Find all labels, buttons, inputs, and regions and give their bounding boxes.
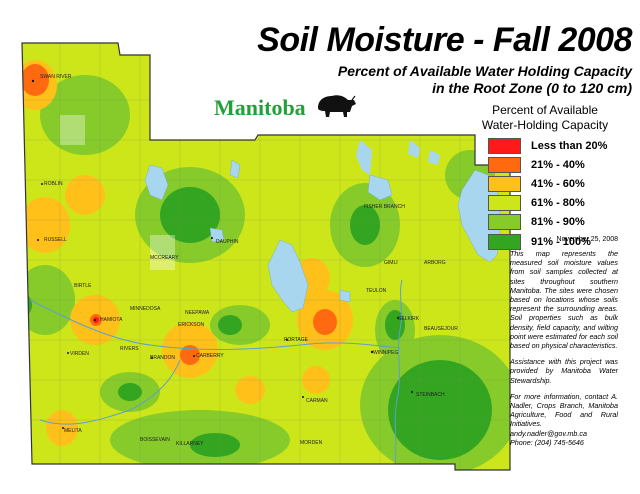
legend-swatch xyxy=(488,137,521,154)
lake-waterhen xyxy=(229,159,241,179)
legend-label: 41% - 60% xyxy=(531,177,585,190)
zone-81-90 xyxy=(40,75,130,155)
place-label: ROBLIN xyxy=(44,181,63,187)
zone-91-100 xyxy=(118,383,142,401)
legend-item: 91% - 100% xyxy=(488,232,628,251)
legend: Less than 20% 21% - 40% 41% - 60% 61% - … xyxy=(488,136,628,251)
notes-assistance: Assistance with this project was provide… xyxy=(510,357,618,385)
place-label: MELITA xyxy=(64,428,82,434)
place-label: VIRDEN xyxy=(70,351,89,357)
place-label: ERICKSON xyxy=(178,322,205,328)
map-notes: This map represents the measured soil mo… xyxy=(510,249,618,447)
place-label: DAUPHIN xyxy=(216,239,239,245)
crown-land-areas xyxy=(60,115,175,270)
zone-41-60 xyxy=(22,197,70,253)
legend-item: 81% - 90% xyxy=(488,213,628,232)
lake-winnipegosis xyxy=(144,164,169,201)
notes-email[interactable]: andy.nadler@gov.mb.ca xyxy=(510,428,587,438)
place-label: SWAN RIVER xyxy=(40,74,72,80)
place-label: MORDEN xyxy=(300,440,323,446)
place-label: ARBORG xyxy=(424,260,446,266)
zone-91-100 xyxy=(190,433,240,457)
subtitle-line-1: Percent of Available Water Holding Capac… xyxy=(337,63,632,79)
place-label: SELKIRK xyxy=(398,316,420,322)
red-river xyxy=(394,279,403,466)
notes-description: This map represents the measured soil mo… xyxy=(510,249,618,351)
legend-title-line-1: Percent of Available xyxy=(492,103,598,117)
legend-swatch xyxy=(488,175,521,192)
notes-contact: For more information, contact A. Nadler,… xyxy=(510,391,618,429)
rivers xyxy=(29,279,403,466)
place-label: KILLARNEY xyxy=(176,441,204,447)
legend-swatch xyxy=(488,195,521,212)
legend-item: 41% - 60% xyxy=(488,174,628,193)
zone-41-60 xyxy=(235,376,265,404)
place-label: GIMLI xyxy=(384,260,398,266)
legend-title: Percent of Available Water-Holding Capac… xyxy=(470,103,620,133)
legend-label: 21% - 40% xyxy=(531,158,585,171)
place-label: WINNIPEG xyxy=(373,350,399,356)
legend-item: 21% - 40% xyxy=(488,155,628,174)
legend-item: 61% - 80% xyxy=(488,194,628,213)
place-label: STEINBACH xyxy=(416,392,445,398)
place-label: HAMIOTA xyxy=(100,317,123,323)
legend-label: 91% - 100% xyxy=(531,235,591,248)
legend-swatch xyxy=(488,156,521,173)
map-title: Soil Moisture - Fall 2008 xyxy=(257,21,632,59)
legend-label: 61% - 80% xyxy=(531,197,585,210)
zone-91-100 xyxy=(385,310,405,340)
legend-item: Less than 20% xyxy=(488,136,628,155)
place-label: RUSSELL xyxy=(44,237,67,243)
zone-21-40 xyxy=(22,64,49,96)
place-label: MCCREARY xyxy=(150,255,179,261)
zone-21-40 xyxy=(180,345,200,365)
souris-river xyxy=(39,359,181,425)
zone-91-100 xyxy=(160,187,220,243)
zone-91-100 xyxy=(350,205,380,245)
bison-icon xyxy=(318,95,356,117)
province-outline xyxy=(21,42,511,471)
place-label: CARBERRY xyxy=(196,353,224,359)
place-label: BOISSEVAIN xyxy=(140,437,170,443)
zone-41-60 xyxy=(65,175,105,215)
place-label: RIVERS xyxy=(120,346,139,352)
place-label: BEAUSEJOUR xyxy=(424,326,458,332)
municipal-boundaries xyxy=(22,43,510,470)
place-label: BIRTLE xyxy=(74,283,92,289)
place-label: CARMAN xyxy=(306,398,328,404)
zone-91-100 xyxy=(218,315,242,335)
map-date: November 25, 2008 xyxy=(556,236,618,243)
zone-91-100 xyxy=(388,360,492,460)
place-label: BRANDON xyxy=(150,355,176,361)
assiniboine-river xyxy=(29,299,401,351)
place-label: TEULON xyxy=(366,288,387,294)
shoal-lake xyxy=(339,289,351,303)
place-label: FISHER BRANCH xyxy=(364,204,405,210)
legend-swatch xyxy=(488,214,521,231)
zone-21-40 xyxy=(313,309,337,335)
lake-manitoba xyxy=(267,239,309,313)
legend-swatch xyxy=(488,233,521,250)
subtitle-line-2: in the Root Zone (0 to 120 cm) xyxy=(432,80,632,96)
legend-label: 81% - 90% xyxy=(531,216,585,229)
manitoba-logo-text: Manitoba xyxy=(214,95,306,120)
legend-title-line-2: Water-Holding Capacity xyxy=(481,118,609,132)
place-label: PORTAGE xyxy=(284,337,308,343)
place-label: MINNEDOSA xyxy=(130,306,161,312)
town-markers xyxy=(31,79,413,429)
place-label: NEEPAWA xyxy=(185,310,210,316)
map-subtitle: Percent of Available Water Holding Capac… xyxy=(250,63,632,97)
lake-st-martin xyxy=(367,174,393,201)
northern-lakes xyxy=(356,140,440,175)
notes-phone: Phone: (204) 745-5646 xyxy=(510,437,584,447)
legend-label: Less than 20% xyxy=(531,139,608,152)
